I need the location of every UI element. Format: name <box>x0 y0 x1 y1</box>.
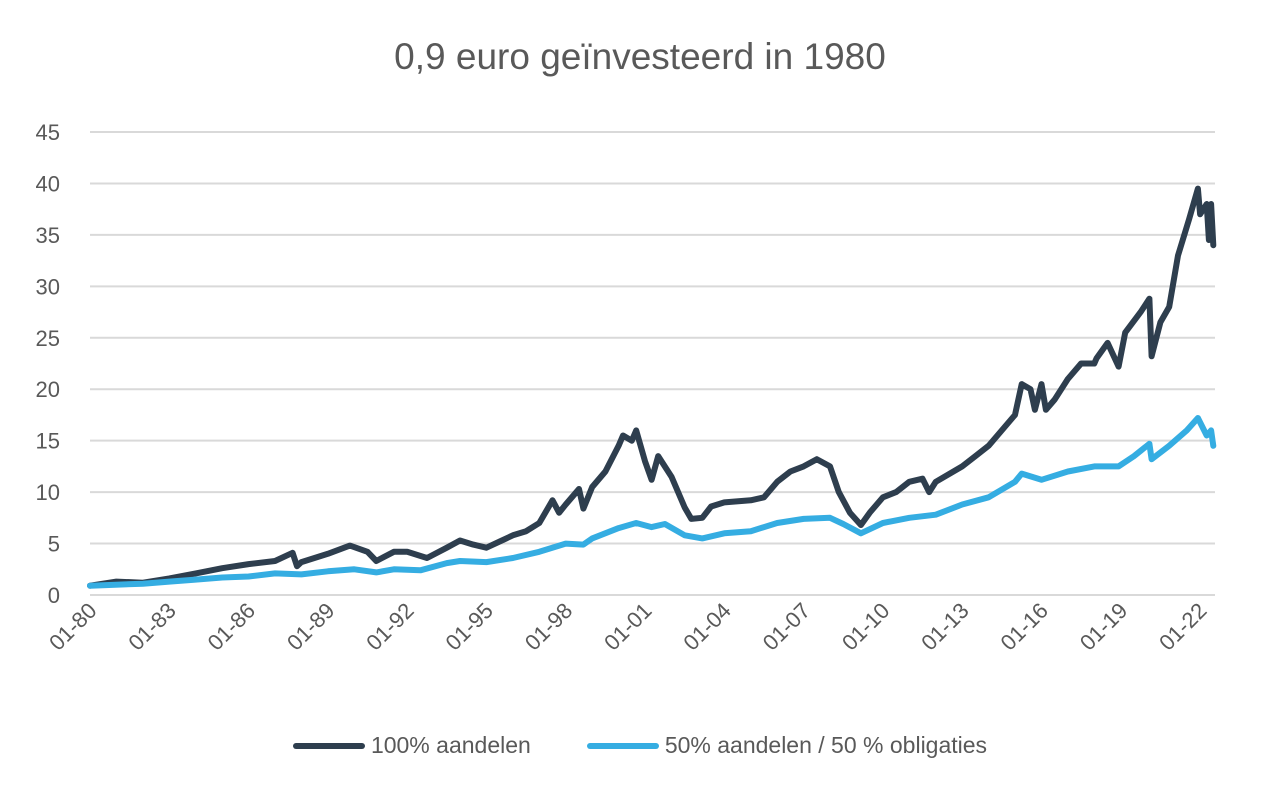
x-tick-label: 01-92 <box>361 598 418 655</box>
series-line-0 <box>87 185 1217 589</box>
x-tick-label: 01-98 <box>520 598 577 655</box>
y-tick-label: 35 <box>36 223 60 248</box>
legend-swatch-stocks <box>292 742 365 749</box>
x-tick-label: 01-89 <box>282 598 339 655</box>
x-tick-label: 01-16 <box>996 598 1053 655</box>
legend-item-stocks: 100% aandelen <box>292 732 531 759</box>
x-tick-label: 01-95 <box>441 598 498 655</box>
legend-label-stocks: 100% aandelen <box>370 732 531 758</box>
legend-item-mixed: 50% aandelen / 50 % obligaties <box>586 732 988 759</box>
x-tick-label: 01-01 <box>599 598 656 655</box>
y-tick-label: 5 <box>48 532 60 557</box>
y-tick-label: 15 <box>36 429 60 454</box>
x-tick-label: 01-83 <box>123 598 180 655</box>
y-tick-label: 10 <box>36 480 60 505</box>
x-tick-label: 01-10 <box>837 598 894 655</box>
legend-label-mixed: 50% aandelen / 50 % obligaties <box>664 732 988 758</box>
y-tick-label: 25 <box>36 326 60 351</box>
y-tick-label: 0 <box>48 583 60 608</box>
x-tick-label: 01-13 <box>916 598 973 655</box>
x-tick-label: 01-86 <box>203 598 260 655</box>
y-tick-label: 40 <box>36 171 60 196</box>
legend-swatch-mixed <box>586 742 659 749</box>
y-tick-label: 30 <box>36 274 60 299</box>
x-tick-label: 01-07 <box>758 598 815 655</box>
x-tick-label: 01-04 <box>678 598 735 655</box>
legend: 100% aandelen 50% aandelen / 50 % obliga… <box>0 732 1280 759</box>
y-tick-label: 20 <box>36 377 60 402</box>
x-tick-label: 01-19 <box>1075 598 1132 655</box>
y-tick-label: 45 <box>36 120 60 145</box>
x-tick-label: 01-22 <box>1154 598 1211 655</box>
chart-title: 0,9 euro geïnvesteerd in 1980 <box>394 36 886 77</box>
series-line-1 <box>87 415 1217 589</box>
